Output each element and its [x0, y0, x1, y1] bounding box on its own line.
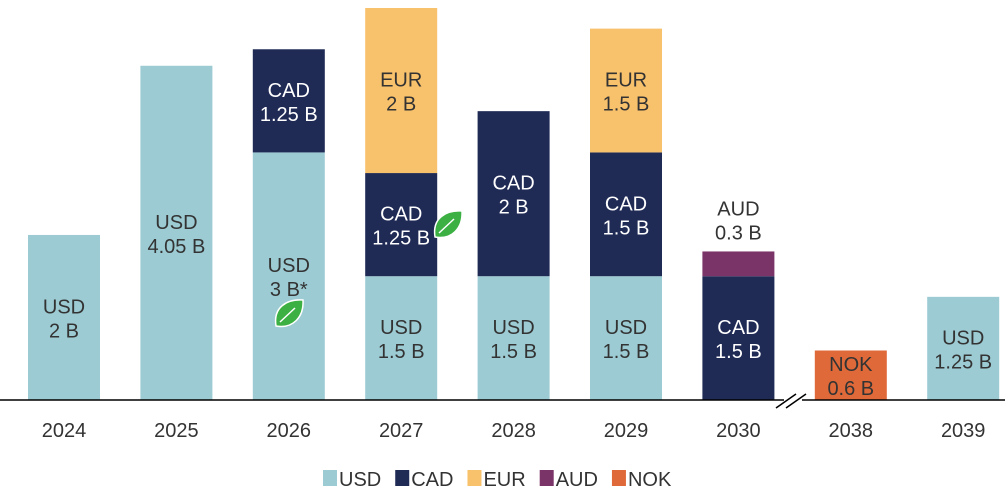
label-value: 1.5 B: [490, 341, 537, 363]
label-currency: AUD: [717, 198, 759, 220]
break-line: [785, 393, 807, 409]
label-value: 1.25 B: [260, 104, 318, 126]
data-label: USD 1.5 B: [603, 317, 650, 363]
green-leaf-icon: [433, 210, 463, 239]
label-currency: CAD: [717, 317, 759, 339]
x-tick-label: 2029: [604, 420, 649, 442]
label-value: 2 B: [386, 94, 416, 116]
label-value: 1.5 B: [603, 94, 650, 116]
legend-swatch: [467, 470, 482, 486]
label-value: 2 B: [499, 197, 529, 219]
data-label: USD 1.5 B: [378, 317, 425, 363]
data-label: USD 3 B*: [268, 255, 310, 301]
data-label: USD 4.05 B: [147, 212, 205, 258]
label-currency: USD: [380, 317, 422, 339]
label-value: 1.5 B: [715, 341, 762, 363]
label-currency: USD: [155, 212, 197, 234]
legend-swatch: [539, 470, 554, 486]
label-value: 1.25 B: [372, 228, 430, 250]
bar-segment: [590, 152, 662, 277]
bar-segment: [252, 49, 325, 153]
legend-label: CAD: [411, 469, 453, 491]
bar-segment: [702, 251, 775, 277]
data-label: CAD 1.5 B: [603, 193, 650, 239]
label-currency: CAD: [605, 193, 647, 215]
label-value: 1.5 B: [378, 341, 425, 363]
x-tick-label: 2030: [716, 420, 761, 442]
data-label: CAD 1.25 B: [372, 204, 430, 250]
label-value: 1.5 B: [603, 341, 650, 363]
bar-segment: [365, 8, 438, 174]
bar-segment: [365, 276, 438, 400]
x-tick-label: 2026: [267, 420, 312, 442]
legend-swatch: [395, 470, 410, 486]
data-label: CAD 2 B: [492, 173, 534, 219]
data-label: USD 2 B: [43, 296, 85, 342]
label-currency: USD: [605, 317, 647, 339]
bar-segment: [365, 173, 438, 277]
label-value: 0.3 B: [715, 222, 762, 244]
bar-segment: [590, 276, 662, 400]
bar-segment: [140, 65, 213, 400]
break-gap: [784, 394, 802, 406]
data-label: EUR 1.5 B: [603, 70, 650, 116]
break-line: [775, 393, 797, 409]
legend-label: NOK: [628, 469, 672, 491]
label-currency: USD: [43, 296, 85, 318]
legend-label: AUD: [556, 469, 598, 491]
bar-segment: [814, 350, 887, 400]
bar-segment: [28, 234, 100, 400]
x-tick-label: 2039: [941, 420, 986, 442]
label-value: 1.25 B: [934, 351, 992, 373]
label-currency: CAD: [268, 80, 310, 102]
data-label: AUD 0.3 B: [715, 198, 762, 244]
green-leaf-icon: [274, 299, 304, 328]
x-tick-label: 2024: [42, 420, 87, 442]
data-label: NOK 0.6 B: [827, 354, 874, 400]
label-currency: USD: [492, 317, 534, 339]
x-tick-label: 2027: [379, 420, 424, 442]
bar-segment: [590, 28, 662, 153]
bar-segment: [477, 111, 550, 277]
label-currency: NOK: [829, 354, 873, 376]
data-label: USD 1.5 B: [490, 317, 537, 363]
label-value: 0.6 B: [827, 378, 874, 400]
label-currency: EUR: [380, 70, 422, 92]
label-value: 3 B*: [270, 279, 308, 301]
x-tick-label: 2038: [829, 420, 874, 442]
data-label: USD 1.25 B: [934, 327, 992, 373]
label-currency: CAD: [380, 204, 422, 226]
bar-segment: [477, 276, 550, 400]
bar-segment: [702, 276, 775, 400]
bar-segment: [927, 296, 1000, 400]
x-tick-label: 2028: [491, 420, 536, 442]
data-label: CAD 1.5 B: [715, 317, 762, 363]
label-currency: USD: [942, 327, 984, 349]
label-currency: CAD: [492, 173, 534, 195]
legend-label: EUR: [483, 469, 525, 491]
label-value: 2 B: [49, 320, 79, 342]
data-label: EUR 2 B: [380, 70, 422, 116]
label-currency: EUR: [605, 70, 647, 92]
x-tick-label: 2025: [154, 420, 199, 442]
legend-swatch: [611, 470, 626, 486]
bar-segment: [252, 152, 325, 400]
label-currency: USD: [268, 255, 310, 277]
label-value: 4.05 B: [147, 236, 205, 258]
legend-label: USD: [339, 469, 381, 491]
legend-swatch: [323, 470, 337, 486]
data-label: CAD 1.25 B: [260, 80, 318, 126]
label-value: 1.5 B: [603, 217, 650, 239]
